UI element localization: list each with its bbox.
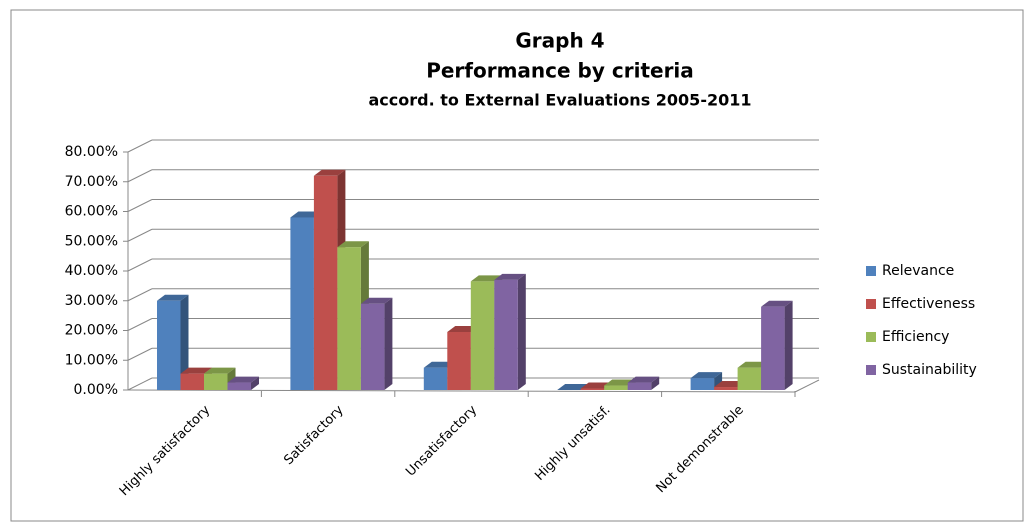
- chart-subtitle: accord. to External Evaluations 2005-201…: [369, 91, 752, 110]
- y-tick-label: 60.00%: [65, 204, 118, 220]
- legend-label: Efficiency: [882, 329, 949, 345]
- bar-side: [784, 300, 793, 390]
- grid-line: [127, 377, 153, 391]
- chart-frame: [10, 9, 1024, 522]
- bar-top: [157, 294, 189, 301]
- chart-subtitle: Performance by criteria: [426, 59, 694, 83]
- bar: [470, 281, 495, 390]
- bar: [227, 382, 251, 390]
- grid-line: [127, 139, 153, 153]
- bar: [690, 378, 715, 390]
- bar: [360, 303, 385, 390]
- grid-line: [127, 258, 153, 272]
- grid-line: [127, 288, 153, 302]
- y-tick-label: 50.00%: [65, 233, 118, 249]
- bar: [157, 300, 181, 390]
- bar: [447, 331, 471, 390]
- legend-label: Sustainability: [882, 362, 977, 378]
- bar-top: [360, 297, 393, 304]
- legend-label: Relevance: [882, 263, 954, 279]
- grid-line: [127, 169, 153, 183]
- bar-top: [627, 376, 660, 383]
- bar-side: [384, 297, 393, 390]
- bar-top: [227, 376, 259, 383]
- legend-swatch: [866, 266, 876, 276]
- bar: [204, 373, 228, 390]
- bar-top: [494, 273, 526, 280]
- y-tick-label: 0.00%: [74, 382, 118, 398]
- y-tick-label: 40.00%: [65, 263, 118, 279]
- bar-side: [180, 294, 189, 390]
- bar-top: [690, 372, 723, 379]
- bar: [714, 387, 738, 390]
- bar-top: [337, 241, 369, 248]
- chart-title: Graph 4: [515, 29, 604, 53]
- grid-line: [127, 347, 153, 361]
- grid-line: [127, 199, 153, 212]
- bar: [604, 385, 628, 390]
- grid-line: [127, 318, 153, 331]
- y-tick-label: 10.00%: [65, 352, 118, 368]
- y-tick-label: 70.00%: [65, 174, 118, 190]
- bar: [290, 217, 314, 390]
- bar-top: [204, 367, 236, 374]
- axis-line: [794, 379, 820, 393]
- bar: [737, 367, 762, 390]
- bar-top: [180, 367, 212, 374]
- legend-swatch: [866, 299, 876, 309]
- axis-line: [127, 389, 796, 393]
- bar-top: [313, 169, 346, 176]
- bar-top: [761, 300, 793, 307]
- bar-side: [251, 376, 259, 390]
- y-tick-label: 80.00%: [65, 144, 118, 160]
- legend-label: Effectiveness: [882, 296, 975, 312]
- bar-side: [651, 376, 660, 390]
- bar: [494, 279, 518, 390]
- bar: [627, 382, 652, 390]
- y-tick-label: 30.00%: [65, 293, 118, 309]
- legend-swatch: [866, 332, 876, 342]
- bar: [761, 306, 785, 390]
- bar: [423, 367, 448, 390]
- grid-line: [127, 228, 153, 242]
- bar-side: [517, 273, 526, 390]
- bar: [337, 247, 361, 390]
- y-tick-label: 20.00%: [65, 323, 118, 339]
- legend-swatch: [866, 365, 876, 375]
- bar: [313, 175, 338, 390]
- bar: [580, 388, 605, 390]
- bar: [180, 373, 204, 390]
